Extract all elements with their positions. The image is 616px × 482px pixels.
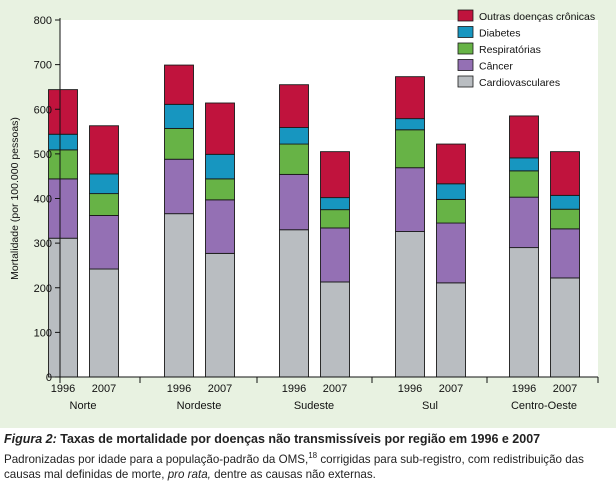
bar-norte-1996-segment-0 [48, 237, 78, 378]
x-tick-label-year: 2007 [553, 383, 577, 395]
legend-label: Câncer [479, 61, 513, 73]
note-part3: dentre as causas não externas. [210, 467, 376, 481]
legend-label: Diabetes [479, 28, 520, 40]
y-tick-label: 500 [34, 149, 52, 161]
bar-sudeste-1996-segment-1 [279, 173, 309, 231]
bar-centro-oeste-1996-segment-1 [509, 196, 539, 249]
bar-nordeste-1996-segment-2 [164, 127, 194, 160]
bar-nordeste-2007-segment-4 [205, 102, 235, 155]
y-tick-label: 0 [46, 372, 52, 384]
bar-centro-oeste-1996-segment-0 [509, 247, 539, 378]
legend-label: Outras doenças crônicas [479, 11, 595, 23]
x-tick-label-year: 1996 [282, 383, 306, 395]
x-tick-label-year: 1996 [512, 383, 536, 395]
bar-sudeste-1996-segment-4 [279, 84, 309, 128]
legend-label: Respiratórias [479, 44, 541, 56]
bar-centro-oeste-2007-segment-2 [550, 208, 580, 230]
bar-centro-oeste-1996-segment-2 [509, 170, 539, 198]
bar-sudeste-2007-segment-3 [320, 197, 350, 211]
legend-swatch [457, 9, 474, 22]
x-tick-label-year: 2007 [439, 383, 463, 395]
bar-nordeste-2007-segment-1 [205, 199, 235, 254]
bar-centro-oeste-2007-segment-1 [550, 228, 580, 279]
y-tick-label: 700 [34, 60, 52, 72]
bar-sul-1996-segment-2 [395, 129, 425, 169]
bar-norte-2007-segment-4 [89, 125, 119, 175]
bar-norte-2007-segment-0 [89, 268, 119, 378]
figure-caption: Figura 2: Taxas de mortalidade por doenç… [4, 428, 612, 482]
bar-sudeste-1996-segment-3 [279, 127, 309, 145]
stacked-bar-chart: 1996 2007 Norte 1996 2007 Nordeste 1996 2007 Sud… [9, 9, 599, 412]
bar-norte-1996-segment-4 [48, 89, 78, 135]
note-part2: corrigidas para sub-registro, com redist… [4, 452, 584, 481]
bar-nordeste-2007-segment-3 [205, 153, 235, 180]
bar-nordeste-2007-segment-0 [205, 252, 235, 378]
bar-centro-oeste-1996-segment-4 [509, 115, 539, 159]
bar-sul-1996-segment-0 [395, 231, 425, 378]
bar-sul-2007-segment-0 [436, 282, 466, 378]
bar-sul-2007-segment-3 [436, 183, 466, 200]
bar-sudeste-2007-segment-4 [320, 151, 350, 199]
bar-centro-oeste-1996-segment-3 [509, 157, 539, 172]
note-part1: Padronizadas por idade para a população-… [4, 452, 309, 466]
x-group-label: Sul [422, 400, 438, 412]
bar-norte-1996-segment-3 [48, 133, 78, 151]
y-axis-label: Mortalidade (por 100.000 pessoas) [9, 117, 21, 280]
caption-note: Padronizadas por idade para a população-… [4, 448, 612, 482]
bar-sul-2007-segment-2 [436, 198, 466, 224]
y-tick-label: 600 [34, 104, 52, 116]
bar-norte-1996-segment-1 [48, 178, 78, 239]
x-group-label: Sudeste [294, 400, 334, 412]
x-tick-label-year: 2007 [92, 383, 116, 395]
bar-norte-2007-segment-1 [89, 215, 119, 270]
x-tick-label-year: 1996 [51, 383, 75, 395]
legend-label: Cardiovasculares [479, 77, 560, 89]
y-tick-label: 800 [34, 15, 52, 27]
bar-sudeste-1996-segment-2 [279, 143, 309, 175]
x-tick-label-year: 1996 [167, 383, 191, 395]
bar-sul-2007-segment-1 [436, 222, 466, 284]
bar-sul-2007-segment-4 [436, 143, 466, 185]
y-tick-label: 400 [34, 194, 52, 206]
x-group-label: Centro-Oeste [511, 400, 577, 412]
bar-nordeste-1996-segment-0 [164, 213, 194, 378]
bar-sul-1996-segment-4 [395, 76, 425, 120]
bar-sudeste-2007-segment-1 [320, 227, 350, 283]
bar-norte-1996-segment-2 [48, 149, 78, 180]
y-tick-label: 100 [34, 327, 52, 339]
bar-sul-1996-segment-1 [395, 167, 425, 232]
bar-sudeste-2007-segment-0 [320, 281, 350, 378]
y-tick-label: 200 [34, 283, 52, 295]
caption-title: Figura 2: Taxas de mortalidade por doenç… [4, 432, 612, 446]
legend-swatch [457, 26, 474, 38]
bar-sudeste-1996-segment-0 [279, 229, 309, 378]
y-tick-label: 300 [34, 238, 52, 250]
note-reference: 18 [308, 451, 318, 460]
x-group-label: Nordeste [177, 400, 222, 412]
bar-nordeste-1996-segment-3 [164, 103, 194, 129]
bar-nordeste-2007-segment-2 [205, 178, 235, 201]
note-italic: pro rata, [167, 467, 211, 481]
bar-centro-oeste-2007-segment-0 [550, 277, 580, 378]
figure-label: Figura 2: [4, 432, 57, 446]
bar-nordeste-1996-segment-4 [164, 64, 194, 105]
bar-norte-2007-segment-3 [89, 173, 119, 195]
legend-swatch [457, 59, 474, 71]
x-group-label: Norte [70, 400, 97, 412]
bar-nordeste-1996-segment-1 [164, 158, 194, 215]
bar-centro-oeste-2007-segment-4 [550, 151, 580, 196]
legend-swatch [457, 42, 474, 55]
figure-title: Taxas de mortalidade por doenças não tra… [56, 432, 541, 446]
x-tick-label-year: 2007 [208, 383, 232, 395]
x-tick-label-year: 2007 [323, 383, 347, 395]
legend-swatch [457, 75, 474, 88]
bar-sul-1996-segment-3 [395, 118, 425, 131]
chart-panel: 1996 2007 Norte 1996 2007 Nordeste 1996 2007 Sud… [0, 0, 616, 428]
bar-sudeste-2007-segment-2 [320, 209, 350, 229]
x-tick-label-year: 1996 [398, 383, 422, 395]
bar-norte-2007-segment-2 [89, 193, 119, 216]
bar-centro-oeste-2007-segment-3 [550, 194, 580, 210]
